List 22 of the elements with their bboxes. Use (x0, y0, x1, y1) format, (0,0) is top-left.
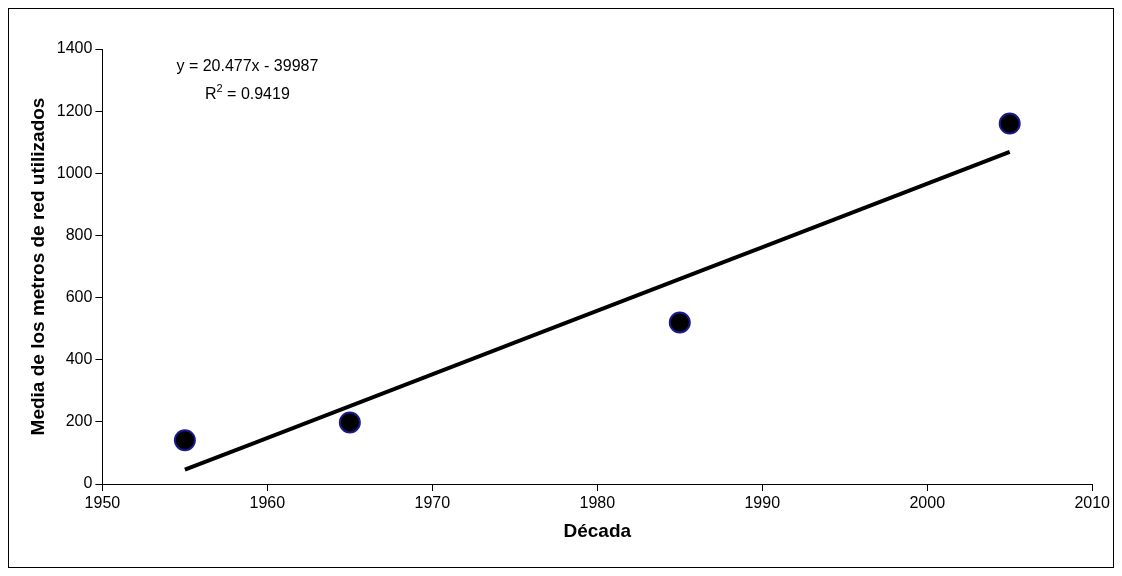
point (998, 112, 1021, 135)
x-tick-label: 1970 (414, 494, 451, 512)
x-tick-label: 1960 (249, 494, 286, 512)
y-tick-label: 800 (65, 225, 93, 243)
x-axis-title: Década (563, 519, 632, 541)
y-tick-label: 1200 (56, 101, 93, 119)
point (173, 429, 196, 452)
x-tick-label: 1990 (744, 494, 781, 512)
x-tick-label: 1980 (579, 494, 616, 512)
y-tick-label: 600 (65, 287, 93, 305)
y-tick-label: 400 (65, 350, 93, 368)
y-tick-label: 0 (83, 474, 93, 492)
y-axis-title: Media de los metros de red utilizados (26, 97, 48, 436)
x-tick-label: 2010 (1074, 494, 1111, 512)
y-tick-label: 1000 (56, 163, 93, 181)
y-tick-label: 1400 (56, 39, 93, 57)
x-tick-label: 1950 (84, 494, 121, 512)
point (338, 411, 361, 434)
y-tick-label: 200 (65, 412, 93, 430)
point (668, 311, 691, 334)
x-tick-label: 2000 (909, 494, 946, 512)
annotation: y = 20.477x - 39987 (176, 57, 319, 75)
